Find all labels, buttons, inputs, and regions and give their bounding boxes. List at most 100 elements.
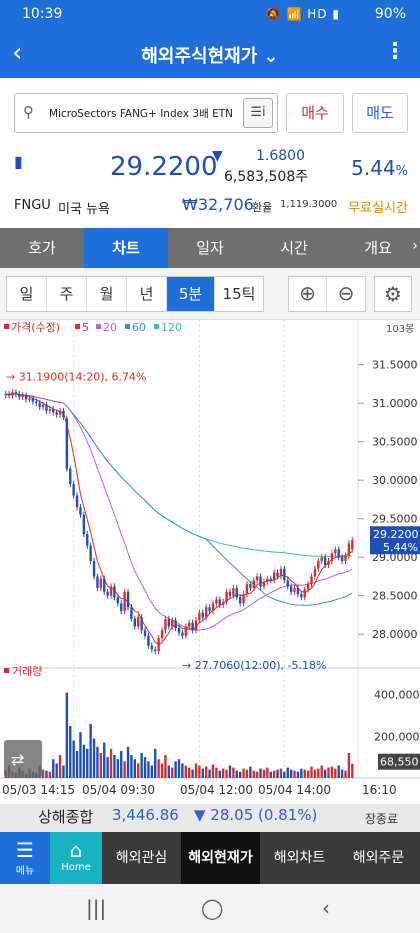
candle-body	[147, 635, 150, 646]
chevron-right-icon[interactable]: ›	[412, 238, 418, 254]
back-arrow-icon[interactable]: ‹	[12, 38, 23, 68]
volume-bar	[137, 763, 140, 778]
volume-bar	[65, 692, 69, 778]
zoom-controls: ⊕ ⊖	[288, 276, 366, 312]
back-icon[interactable]: ‹	[322, 896, 330, 920]
tab-orderbook[interactable]: 호가	[28, 239, 56, 257]
candle-body	[116, 597, 120, 604]
volume-bar	[96, 746, 99, 778]
candle-body	[62, 410, 65, 418]
candle-body	[262, 581, 266, 587]
volume-bar	[238, 771, 242, 778]
volume-bar	[272, 770, 276, 778]
candle-body	[344, 555, 347, 562]
period-week[interactable]: 주	[47, 277, 87, 311]
volume-bar	[150, 765, 154, 778]
candle-body	[75, 495, 79, 508]
nav-watchlist[interactable]: 해외관심	[115, 850, 168, 866]
volume-bar	[82, 744, 86, 778]
volume-bar	[269, 771, 272, 778]
volume-bar	[320, 765, 323, 778]
volume-bar	[147, 761, 150, 778]
period-day[interactable]: 일	[7, 277, 47, 311]
change-percent-value: 5.44	[351, 156, 396, 180]
volume-bar	[334, 768, 337, 778]
nav-order[interactable]: 해외주문	[352, 850, 405, 866]
candle-body	[28, 398, 31, 401]
volume-bar	[181, 763, 184, 778]
home-circle-icon[interactable]: ◯	[201, 896, 224, 920]
status-bar: 10:39 🔕 📶 HD ▮ 90%	[0, 0, 420, 30]
index-value: 3,446.86	[112, 806, 179, 824]
candle-body	[92, 561, 96, 577]
price-chart[interactable]: 31.5000 31.0000 30.5000 30.0000 29.5000 29.00…	[0, 320, 420, 804]
more-options-icon[interactable]: ⋮	[384, 39, 406, 64]
candle-body	[184, 626, 187, 636]
nav-current-price[interactable]: 해외현재가	[181, 832, 260, 884]
volume-bar	[211, 764, 215, 778]
tab-chart[interactable]: 차트	[84, 228, 168, 268]
legend-swatch	[154, 324, 159, 329]
bar-count-label: 103봉	[386, 323, 414, 335]
volume-bar	[75, 750, 79, 778]
page-title[interactable]: 해외주식현재가 ⌄	[141, 46, 279, 67]
candle-body	[41, 404, 45, 408]
realtime-label[interactable]: 무료실시간	[348, 201, 408, 216]
buy-button[interactable]: 매수	[286, 93, 344, 133]
legend-swatch	[4, 324, 9, 329]
volume-bar	[62, 765, 65, 778]
volume-bar	[317, 768, 320, 778]
y-tick-label: 29.5000	[372, 513, 418, 526]
zoom-in-icon[interactable]: ⊕	[289, 277, 327, 311]
volume-bar	[310, 766, 313, 778]
candle-body	[21, 395, 24, 397]
candle-body	[58, 410, 62, 415]
hamburger-icon: ☰	[16, 838, 34, 862]
nav-chart[interactable]: 해외차트	[273, 850, 326, 866]
volume-bar	[283, 771, 286, 778]
candle-body	[103, 578, 106, 592]
volume-bar	[157, 759, 160, 778]
period-toolbar: 일 주 월 년 5분 15틱 ⊕ ⊖ ⚙	[0, 268, 420, 320]
candle-body	[208, 607, 211, 612]
candle-body	[7, 393, 11, 396]
legend-label: 5	[82, 321, 89, 334]
home-button[interactable]: ⌂ Home	[50, 832, 102, 884]
tab-overview[interactable]: 개요	[364, 239, 392, 257]
volume-bar	[106, 757, 109, 778]
period-year[interactable]: 년	[127, 277, 167, 311]
gear-icon[interactable]: ⚙	[374, 276, 412, 312]
stock-search-input[interactable]: ⚲ MicroSectors FANG+ Index 3배 ETN ☰i	[14, 93, 278, 133]
candle-body	[306, 584, 310, 590]
candle-body	[160, 630, 164, 639]
stock-info-menu-icon[interactable]: ☰i	[243, 98, 273, 128]
tab-time[interactable]: 시간	[280, 239, 308, 257]
period-15tick[interactable]: 15틱	[222, 285, 256, 303]
period-month[interactable]: 월	[87, 277, 127, 311]
candle-body	[82, 514, 86, 535]
volume-y-tick-label: 200,000	[374, 730, 420, 743]
zoom-out-icon[interactable]: ⊖	[337, 281, 355, 305]
candle-body	[225, 591, 228, 602]
recent-apps-icon[interactable]: |||	[86, 896, 107, 920]
period-5min[interactable]: 5분	[167, 277, 215, 311]
candle-body	[334, 549, 337, 554]
tab-daily[interactable]: 일자	[196, 239, 224, 257]
menu-button[interactable]: ☰ 메뉴	[0, 832, 50, 884]
volume-bar	[286, 767, 289, 778]
volume-label: 거래량	[12, 665, 42, 678]
candle-body	[174, 620, 177, 629]
volume-bar	[154, 748, 157, 778]
last-price-label: 29.2200	[373, 528, 419, 541]
candle-body	[211, 603, 215, 612]
volume-bar	[323, 769, 327, 778]
candle-body	[249, 584, 252, 588]
ticker-symbol: FNGU	[14, 198, 51, 213]
x-tick-label: 05/04 12:00	[180, 783, 253, 797]
candle-body	[296, 587, 300, 595]
legend-swatch	[96, 324, 101, 329]
candle-body	[150, 645, 154, 650]
volume-bar	[171, 767, 174, 778]
candle-body	[289, 586, 293, 592]
sell-button[interactable]: 매도	[352, 93, 408, 133]
